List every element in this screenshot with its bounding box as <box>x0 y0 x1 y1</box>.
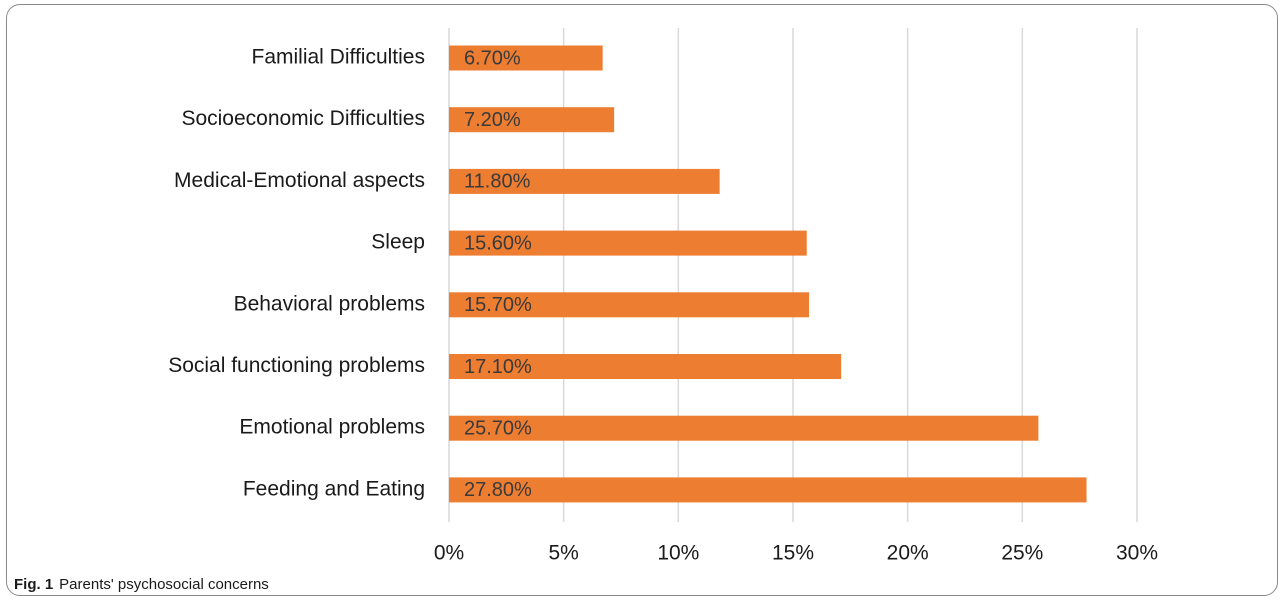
data-label: 11.80% <box>464 171 531 193</box>
category-label: Familial Difficulties <box>252 46 426 69</box>
bar <box>449 415 1039 441</box>
x-tick-label: 20% <box>887 542 929 565</box>
data-label: 6.70% <box>464 47 521 69</box>
figure-caption: Fig. 1 Parents' psychosocial concerns <box>14 576 269 593</box>
x-tick-label: 5% <box>548 542 578 565</box>
caption-text: Parents' psychosocial concerns <box>59 576 269 593</box>
bar <box>449 354 842 379</box>
data-label: 25.70% <box>464 417 532 439</box>
category-label: Social functioning problems <box>168 354 425 377</box>
bar <box>449 168 720 194</box>
category-label: Emotional problems <box>239 416 425 439</box>
x-tick-label: 30% <box>1116 542 1158 565</box>
category-labels: Familial Difficulties Socioeconomic Diffi… <box>168 46 425 501</box>
x-tick-label: 15% <box>772 542 814 565</box>
figure-label: Fig. 1 <box>14 576 54 593</box>
data-label: 17.10% <box>464 356 532 378</box>
category-label: Feeding and Eating <box>243 477 425 500</box>
bar <box>449 230 807 256</box>
gridlines <box>448 28 1138 522</box>
bar <box>449 107 615 133</box>
x-tick-label: 25% <box>1001 542 1043 565</box>
data-label: 27.80% <box>464 479 532 501</box>
data-labels: 6.70% 7.20% 11.80% 15.60% 15.70% 17.10% 25.70%… <box>464 47 532 501</box>
category-label: Sleep <box>371 231 425 254</box>
data-label: 15.70% <box>464 294 532 316</box>
category-label: Socioeconomic Difficulties <box>181 107 425 130</box>
data-label: 7.20% <box>464 109 521 131</box>
bar <box>449 45 603 71</box>
x-tick-label: 10% <box>657 542 699 565</box>
bar <box>449 292 810 318</box>
category-label: Behavioral problems <box>234 292 425 315</box>
x-axis-tick-labels: 0% 5% 10% 15% 20% 25% 30% <box>434 542 1158 565</box>
figure-frame <box>6 4 1278 596</box>
x-tick-label: 0% <box>434 542 464 565</box>
bars <box>449 45 1087 503</box>
data-label: 15.60% <box>464 232 532 254</box>
category-label: Medical-Emotional aspects <box>174 169 425 192</box>
bar <box>449 477 1087 503</box>
